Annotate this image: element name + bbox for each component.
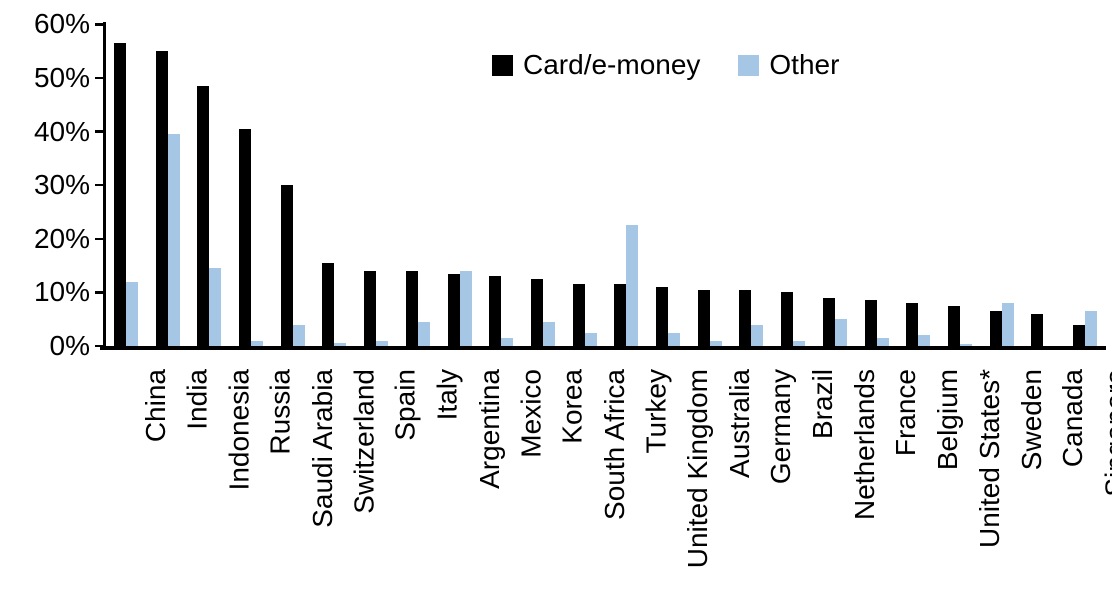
legend-label-other: Other [769, 49, 840, 80]
bar-other-saudi-arabia [292, 324, 305, 346]
x-label-singapore: Singapore [1099, 369, 1112, 497]
bar-other-france [876, 337, 889, 346]
bar-card-emoney-canada [1031, 313, 1044, 346]
bar-card-emoney-spain [364, 270, 377, 346]
bar-card-emoney-turkey [614, 284, 627, 346]
x-label-france: France [890, 369, 922, 457]
x-label-germany: Germany [765, 369, 797, 485]
bar-other-singapore [1085, 311, 1098, 346]
bar-other-korea [542, 321, 555, 346]
bar-other-argentina [459, 270, 472, 346]
bar-other-india [167, 134, 180, 346]
x-label-united-states: United States* [974, 369, 1006, 548]
bar-other-mexico [501, 337, 514, 346]
legend-label-card-emoney: Card/e-money [523, 49, 701, 80]
bar-card-emoney-united-states [948, 305, 961, 346]
legend-item-card-emoney: Card/e-money [492, 50, 700, 80]
bar-card-emoney-italy [405, 270, 418, 346]
bar-card-emoney-china [113, 43, 126, 346]
bar-other-indonesia [209, 268, 222, 346]
x-axis-line [100, 346, 1106, 350]
bar-card-emoney-saudi-arabia [280, 185, 293, 346]
bar-card-emoney-switzerland [322, 262, 335, 346]
bar-card-emoney-netherlands [822, 297, 835, 346]
x-label-india: India [181, 369, 213, 430]
bar-other-netherlands [834, 319, 847, 346]
bar-card-emoney-indonesia [197, 86, 210, 346]
y-tick-50 [95, 76, 105, 80]
legend-item-other: Other [738, 50, 839, 80]
y-tick-label-50: 50% [33, 62, 90, 93]
x-label-sweden: Sweden [1015, 369, 1047, 471]
bar-card-emoney-united-kingdom [656, 287, 669, 346]
y-tick-label-0: 0% [49, 330, 90, 361]
x-label-turkey: Turkey [640, 369, 672, 454]
bar-card-emoney-australia [697, 289, 710, 346]
bar-card-emoney-brazil [781, 292, 794, 346]
y-tick-40 [95, 130, 105, 133]
x-label-korea: Korea [556, 369, 588, 444]
x-label-italy: Italy [431, 369, 463, 421]
y-tick-10 [95, 291, 105, 294]
bar-other-germany [751, 324, 764, 346]
bar-card-emoney-singapore [1073, 324, 1086, 346]
bar-other-united-states [960, 344, 973, 346]
x-label-netherlands: Netherlands [848, 369, 880, 520]
legend-swatch-card-emoney [492, 54, 513, 76]
x-label-spain: Spain [390, 369, 422, 441]
y-tick-60 [95, 23, 105, 26]
x-label-mexico: Mexico [515, 369, 547, 458]
legend: Card/e-money Other [492, 50, 839, 80]
y-tick-label-60: 60% [33, 8, 90, 40]
bar-card-emoney-belgium [906, 303, 919, 346]
bar-card-emoney-korea [530, 279, 543, 346]
bar-other-china [125, 281, 138, 346]
bar-other-brazil [793, 340, 806, 346]
x-label-russia: Russia [264, 369, 296, 455]
bar-card-emoney-south-africa [572, 284, 585, 346]
x-label-australia: Australia [723, 369, 755, 478]
y-tick-label-40: 40% [33, 115, 90, 147]
y-tick-label-20: 20% [33, 222, 90, 254]
x-label-canada: Canada [1057, 369, 1089, 468]
bar-other-belgium [918, 335, 931, 346]
x-label-indonesia: Indonesia [223, 369, 255, 491]
bar-other-australia [709, 340, 722, 346]
bar-card-emoney-india [155, 51, 168, 346]
bar-other-russia [250, 340, 263, 346]
bar-other-spain [376, 340, 389, 346]
bar-card-emoney-argentina [447, 273, 460, 346]
bar-other-italy [417, 321, 430, 346]
x-label-saudi-arabia: Saudi Arabia [306, 369, 338, 528]
x-label-belgium: Belgium [932, 369, 964, 471]
y-tick-label-10: 10% [33, 276, 90, 308]
x-label-switzerland: Switzerland [348, 369, 380, 514]
bar-card-emoney-germany [739, 289, 752, 346]
x-label-united-kingdom: United Kingdom [682, 369, 714, 569]
bar-card-emoney-russia [238, 128, 251, 346]
bar-other-turkey [626, 225, 639, 346]
bar-card-emoney-france [864, 300, 877, 346]
x-label-argentina: Argentina [473, 369, 505, 489]
bar-other-south-africa [584, 332, 597, 346]
bar-other-united-kingdom [668, 332, 681, 346]
y-tick-20 [95, 237, 105, 241]
bar-card-emoney-sweden [989, 311, 1002, 346]
bar-other-switzerland [334, 343, 347, 346]
y-tick-30 [95, 183, 105, 187]
bar-other-sweden [1001, 303, 1014, 346]
y-tick-label-30: 30% [33, 169, 90, 201]
bar-card-emoney-mexico [489, 276, 502, 346]
legend-swatch-other [738, 54, 760, 76]
x-label-south-africa: South Africa [598, 369, 630, 520]
x-label-china: China [139, 369, 171, 443]
x-label-brazil: Brazil [807, 369, 839, 440]
